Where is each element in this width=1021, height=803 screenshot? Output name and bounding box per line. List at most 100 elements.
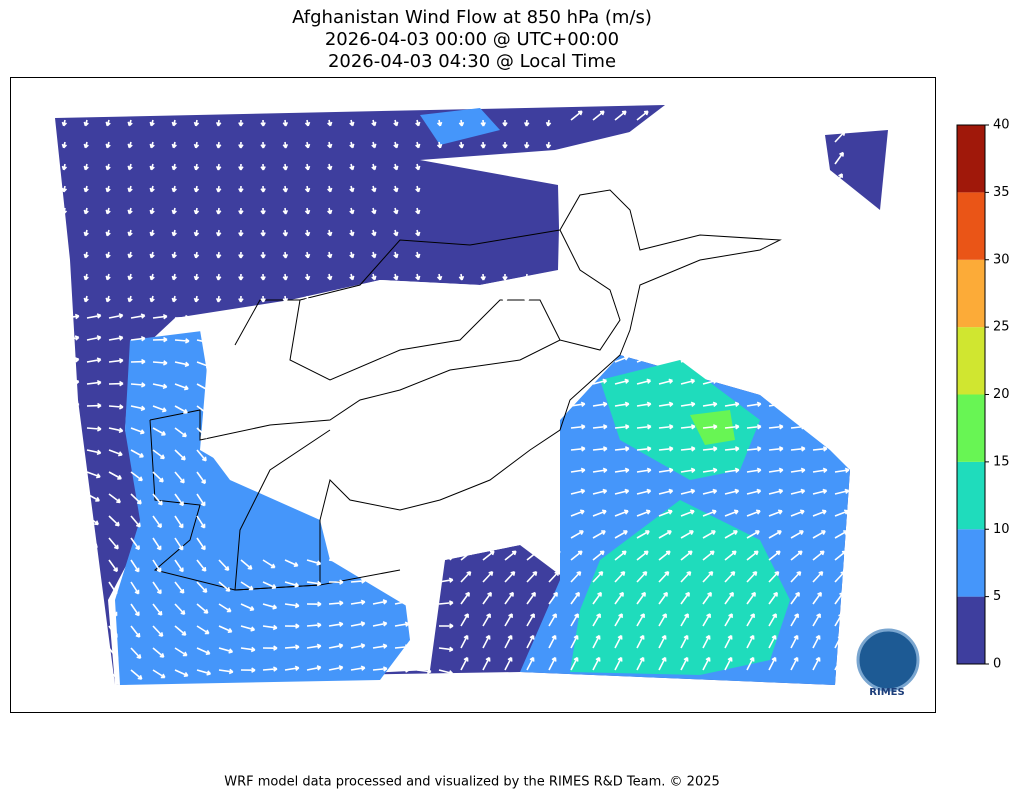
wind-arrow: [260, 163, 266, 171]
wind-arrow: [812, 355, 827, 363]
wind-arrow: [86, 335, 102, 341]
wind-arrow: [636, 401, 652, 407]
wind-arrow: [658, 656, 667, 671]
wind-arrow: [393, 163, 399, 171]
wind-arrow: [284, 559, 299, 568]
wind-arrow: [523, 141, 530, 149]
wind-arrow: [196, 581, 208, 593]
wind-arrow: [812, 530, 826, 539]
wind-arrow: [127, 141, 133, 149]
wind-arrow: [768, 467, 784, 474]
wind-arrow: [746, 634, 755, 649]
wind-arrow: [545, 295, 552, 303]
wind-arrow: [149, 295, 155, 303]
wind-arrow: [349, 273, 355, 281]
wind-arrow: [327, 163, 333, 171]
wind-arrow: [394, 577, 410, 583]
wind-arrow: [636, 332, 650, 341]
wind-arrow: [834, 570, 846, 583]
wind-arrow: [152, 360, 168, 366]
wind-arrow: [724, 378, 740, 385]
wind-arrow: [64, 401, 80, 408]
wind-arrow: [260, 295, 266, 303]
wind-arrow: [152, 581, 162, 595]
wind-arrow: [349, 163, 355, 171]
wind-arrow: [174, 405, 188, 414]
wind-arrow: [812, 570, 824, 583]
wind-arrow: [658, 110, 671, 121]
colorbar-segment: [957, 259, 985, 328]
wind-arrow: [86, 625, 96, 639]
wind-arrow: [724, 550, 737, 561]
wind-arrow: [83, 295, 89, 303]
wind-arrow: [790, 570, 802, 583]
wind-arrow: [240, 646, 256, 653]
colorbar-tick-label: 25: [993, 320, 1010, 335]
wind-arrow: [83, 273, 89, 281]
wind-arrow: [86, 581, 96, 595]
wind-arrow: [108, 380, 124, 387]
wind-arrow: [108, 471, 122, 480]
wind-arrow: [260, 185, 266, 193]
wind-arrow: [570, 634, 579, 649]
border: [289, 299, 561, 381]
wind-arrow: [394, 555, 410, 562]
wind-arrow: [240, 603, 255, 612]
wind-arrow: [83, 229, 89, 237]
wind-arrow: [702, 401, 718, 407]
wind-arrow: [724, 530, 738, 539]
wind-arrow: [658, 424, 674, 430]
wind-arrow: [416, 645, 432, 651]
wind-arrow: [768, 332, 782, 341]
wind-arrow: [130, 559, 140, 573]
wind-arrow: [282, 273, 289, 281]
wind-arrow: [480, 273, 486, 281]
wind-arrow: [238, 273, 244, 281]
wind-arrow: [130, 625, 141, 638]
wind-arrow: [768, 378, 784, 385]
wind-arrow: [702, 509, 717, 517]
wind-arrow: [371, 141, 377, 149]
wind-arrow: [834, 613, 843, 627]
wind-arrow: [570, 467, 586, 474]
wind-arrow: [193, 207, 200, 215]
wind-arrow: [724, 613, 733, 627]
wind-arrow: [64, 581, 75, 594]
wind-arrow: [349, 185, 355, 193]
wind-arrow: [152, 313, 168, 320]
wind-arrow: [636, 467, 652, 474]
wind-arrow: [240, 581, 254, 591]
wind-arrow: [105, 119, 111, 127]
wind-arrow: [636, 656, 645, 671]
wind-arrow: [592, 550, 605, 561]
wind-arrow: [614, 550, 627, 561]
wind-arrow: [196, 427, 208, 439]
wind-arrow: [702, 332, 716, 341]
wind-arrow: [149, 273, 155, 281]
wind-arrow: [790, 424, 806, 430]
wind-arrow: [260, 273, 266, 281]
wind-arrow: [523, 295, 530, 303]
colorbar-tick-label: 0: [993, 657, 1001, 672]
wind-arrow: [502, 273, 508, 281]
wind-arrow: [64, 313, 80, 320]
wind-arrow: [504, 656, 513, 671]
wind-arrow: [680, 401, 696, 407]
wind-arrow: [592, 332, 606, 341]
wind-arrow: [372, 666, 388, 672]
wind-arrow: [658, 530, 672, 539]
wind-arrow: [262, 666, 278, 672]
wind-arrow: [502, 141, 508, 149]
wind-arrow: [284, 602, 300, 609]
wind-arrow: [768, 656, 777, 671]
wind-arrow: [171, 119, 177, 127]
wind-arrow: [746, 424, 762, 430]
wind-arrow: [108, 515, 120, 527]
wind-arrow: [215, 229, 222, 237]
wind-arrow: [394, 644, 410, 650]
wind-arrow: [812, 634, 821, 649]
wind-arrow: [768, 591, 778, 605]
wind-arrow: [415, 273, 421, 281]
wind-arrow: [350, 599, 366, 606]
